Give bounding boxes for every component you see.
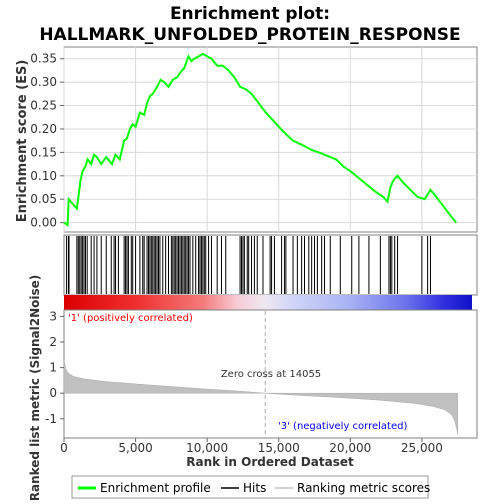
zero-cross-label: Zero cross at 14055 (221, 369, 321, 380)
legend-frame (71, 475, 429, 499)
ranked-y-tick-label: 1 (49, 361, 57, 375)
ranked-y-tick-label: 0 (49, 386, 57, 400)
es-y-tick-label: 0.35 (30, 52, 57, 66)
x-tick-label: 20,000 (329, 441, 371, 455)
es-y-tick-label: 0.00 (30, 216, 57, 230)
es-y-tick-label: 0.05 (30, 192, 57, 206)
es-gridlines (63, 47, 477, 232)
ranking-metric-area (63, 360, 458, 435)
es-y-tick-label: 0.25 (30, 99, 57, 113)
ranked-y-tick-label: 3 (49, 309, 57, 323)
es-panel-frame (63, 46, 478, 233)
x-tick-label: 0 (60, 441, 68, 455)
positive-correlated-label: '1' (positively correlated) (68, 313, 193, 324)
x-tick-label: 15,000 (258, 441, 300, 455)
x-tick-label: 25,000 (401, 441, 443, 455)
es-y-axis-label: Enrichment score (ES) (15, 60, 30, 223)
legend-ranking-label: Ranking metric scores (297, 481, 430, 495)
es-panel: 0.00 0.05 0.10 0.15 0.20 0.25 0.30 0.35 Enrichm… (15, 46, 478, 233)
es-y-ticks: 0.00 0.05 0.10 0.15 0.20 0.25 0.30 0.35 (30, 52, 64, 230)
es-y-tick-label: 0.10 (30, 169, 57, 183)
x-axis-ticks: 0 5,000 10,000 15,000 20,000 25,000 (60, 438, 443, 455)
chart-title-line2: HALLMARK_UNFOLDED_PROTEIN_RESPONSE (39, 25, 460, 45)
negative-correlated-label: '3' (negatively correlated) (278, 421, 407, 432)
ranked-y-tick-label: 2 (49, 335, 57, 349)
chart-title-line1: Enrichment plot: (170, 4, 330, 24)
legend-hits-label: Hits (243, 481, 266, 495)
ranked-y-tick-label: -1 (45, 412, 57, 426)
ranked-y-ticks: -1 0 1 2 3 (45, 309, 64, 426)
ranked-y-axis-label: Ranked list metric (Signal2Noise) (28, 275, 42, 500)
legend-enrichment-label: Enrichment profile (100, 481, 211, 495)
es-y-tick-label: 0.20 (30, 122, 57, 136)
enrichment-profile-line (63, 52, 457, 227)
es-y-tick-label: 0.15 (30, 145, 57, 159)
ranked-panel: -1 0 1 2 3 '1' (positively correlated) Zero … (28, 275, 478, 501)
rank-color-bar (64, 295, 472, 310)
ranked-panel-frame (63, 309, 478, 439)
hit-markers (66, 236, 431, 294)
hits-panel (63, 234, 478, 296)
legend: Enrichment profile Hits Ranking metric s… (71, 475, 430, 499)
es-y-tick-label: 0.30 (30, 75, 57, 89)
x-tick-label: 10,000 (186, 441, 228, 455)
x-axis-label: Rank in Ordered Dataset (186, 455, 354, 469)
x-tick-label: 5,000 (118, 441, 152, 455)
